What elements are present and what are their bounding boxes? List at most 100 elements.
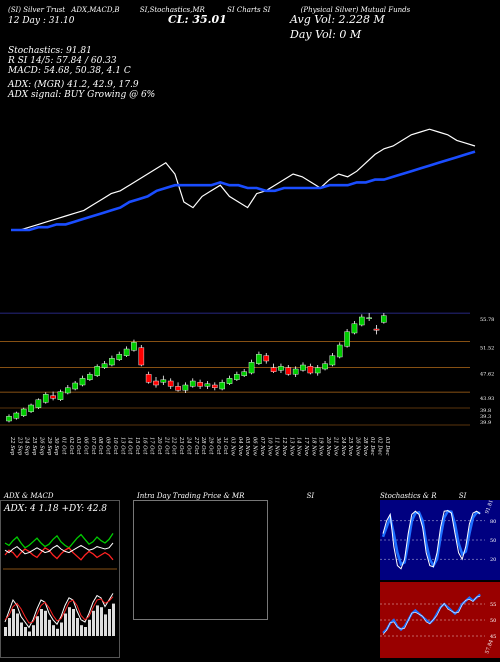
candle-body xyxy=(226,378,233,384)
day-volume: Day Vol: 0 M xyxy=(290,28,362,41)
level-label: 39.9 xyxy=(480,420,491,426)
level-label: 55.78 xyxy=(480,317,494,323)
candle-body xyxy=(6,416,12,422)
candle-body xyxy=(42,394,49,403)
x-tick-label: 25 Nov xyxy=(347,436,353,456)
stoch-panel-title: Stochastics & R SI xyxy=(380,492,466,500)
macd-value: MACD: 54.68, 50.38, 4.1 C xyxy=(8,66,131,76)
macd-bar xyxy=(36,616,39,636)
candle-body xyxy=(322,363,328,370)
x-axis-labels: 22 Sep 23 Sep 24 Sep 25 Sep 26 Sep 29 Sep 30 S… xyxy=(9,436,390,456)
candle-body xyxy=(336,344,343,358)
candle xyxy=(314,365,321,376)
candle xyxy=(241,369,248,377)
level-label: 39.3 xyxy=(480,414,491,420)
intraday-panel-title: Intra Day Trading Price & MR SI xyxy=(137,492,314,500)
candle xyxy=(79,375,86,387)
header-adx-link[interactable]: ADX,MACD,B xyxy=(71,6,120,14)
macd-bar xyxy=(64,613,67,636)
candle xyxy=(175,382,181,392)
x-tick-label: 22 Sep xyxy=(9,436,15,456)
header-charts-link[interactable]: SI Charts SI xyxy=(227,6,271,14)
rsi-value: R SI 14/5: 57.84 / 60.33 xyxy=(8,56,117,66)
x-tick-label: 21 Oct xyxy=(163,436,169,455)
candle xyxy=(13,411,20,420)
candle-body xyxy=(263,355,270,362)
macd-bar xyxy=(12,609,15,636)
macd-bar xyxy=(48,619,51,636)
candle xyxy=(153,377,159,388)
macd-bar xyxy=(80,625,83,636)
level-label: 43.93 xyxy=(480,396,494,402)
macd-bar xyxy=(44,610,47,636)
macd-bar xyxy=(28,631,31,636)
level-label: 47.62 xyxy=(480,372,494,378)
candle-body xyxy=(329,355,336,366)
macd-bar xyxy=(88,619,91,636)
candle-body xyxy=(300,364,306,371)
x-tick-label: 11 Nov xyxy=(274,437,280,456)
candle xyxy=(109,355,115,367)
rsi-panel: 55 50 45 57.84 xyxy=(380,582,500,658)
x-tick-label: 13 Oct xyxy=(119,437,125,455)
candle-body xyxy=(175,386,181,391)
candle-body xyxy=(204,383,211,387)
candle xyxy=(329,353,336,367)
candle xyxy=(116,351,123,361)
x-tick-label: 05 Nov xyxy=(244,437,250,456)
x-tick-label: 03 Dec xyxy=(384,437,390,455)
close-price: CL: 35.01 xyxy=(168,13,227,26)
candle-body xyxy=(138,347,145,366)
candle xyxy=(285,365,292,376)
stochastics-chart: 80 50 20 91.81 xyxy=(380,499,500,580)
candle xyxy=(234,371,240,381)
candle-body xyxy=(241,371,248,376)
header-stoch-link[interactable]: SI,Stochastics,MR xyxy=(139,6,205,14)
x-tick-label: 07 Oct xyxy=(90,437,96,455)
x-tick-label: 30 Oct xyxy=(215,437,221,455)
x-tick-label: 03 Nov xyxy=(230,437,236,456)
stoch-title-text: Stochastics & R xyxy=(380,492,437,500)
candle xyxy=(28,403,34,413)
candle xyxy=(263,353,270,364)
header-category: (Physical Silver) Mutual Funds xyxy=(300,6,411,14)
macd-bar xyxy=(96,605,99,636)
x-tick-label: 17 Oct xyxy=(149,437,155,455)
adx-value: ADX: (MGR) 41.2, 42.9, 17.9 xyxy=(8,80,139,90)
candle-body xyxy=(366,317,372,319)
candle-body xyxy=(373,328,380,331)
x-tick-label: 08 Oct xyxy=(97,437,103,455)
candle xyxy=(270,363,277,373)
header-symbol: (SI) Silver Trust xyxy=(8,6,66,14)
macd-bar xyxy=(100,607,103,636)
stoch-level-label: 80 xyxy=(490,519,496,525)
x-tick-label: 06 Oct xyxy=(83,437,89,455)
x-tick-label: 27 Oct xyxy=(193,436,199,455)
candle-body xyxy=(219,382,225,390)
candle-body xyxy=(278,366,284,371)
intraday-panel xyxy=(133,500,268,620)
adx-line-2 xyxy=(4,542,114,555)
candle xyxy=(42,392,49,404)
macd-bar xyxy=(32,625,35,636)
candle xyxy=(278,363,284,373)
x-tick-label: 31 Oct xyxy=(222,437,228,455)
stoch-level-label: 50 xyxy=(490,538,496,544)
candle xyxy=(322,361,328,371)
macd-bar xyxy=(108,609,111,636)
x-tick-label: 23 Sep xyxy=(16,436,22,456)
x-tick-label: 12 Nov xyxy=(281,437,287,456)
intraday-title-text: Intra Day Trading Price & MR xyxy=(137,492,245,500)
x-tick-label: 23 Oct xyxy=(178,436,184,455)
adx-macd-chart xyxy=(3,533,117,636)
candle xyxy=(211,382,218,391)
candle-body xyxy=(351,323,358,334)
overlay-line-1 xyxy=(11,150,476,232)
candle xyxy=(351,321,358,335)
x-tick-label: 04 Nov xyxy=(237,437,243,456)
x-tick-label: 18 Nov xyxy=(310,437,316,456)
candle xyxy=(226,375,233,385)
candle-body xyxy=(13,412,20,419)
candle xyxy=(292,366,299,377)
x-tick-label: 28 Nov xyxy=(362,436,368,456)
